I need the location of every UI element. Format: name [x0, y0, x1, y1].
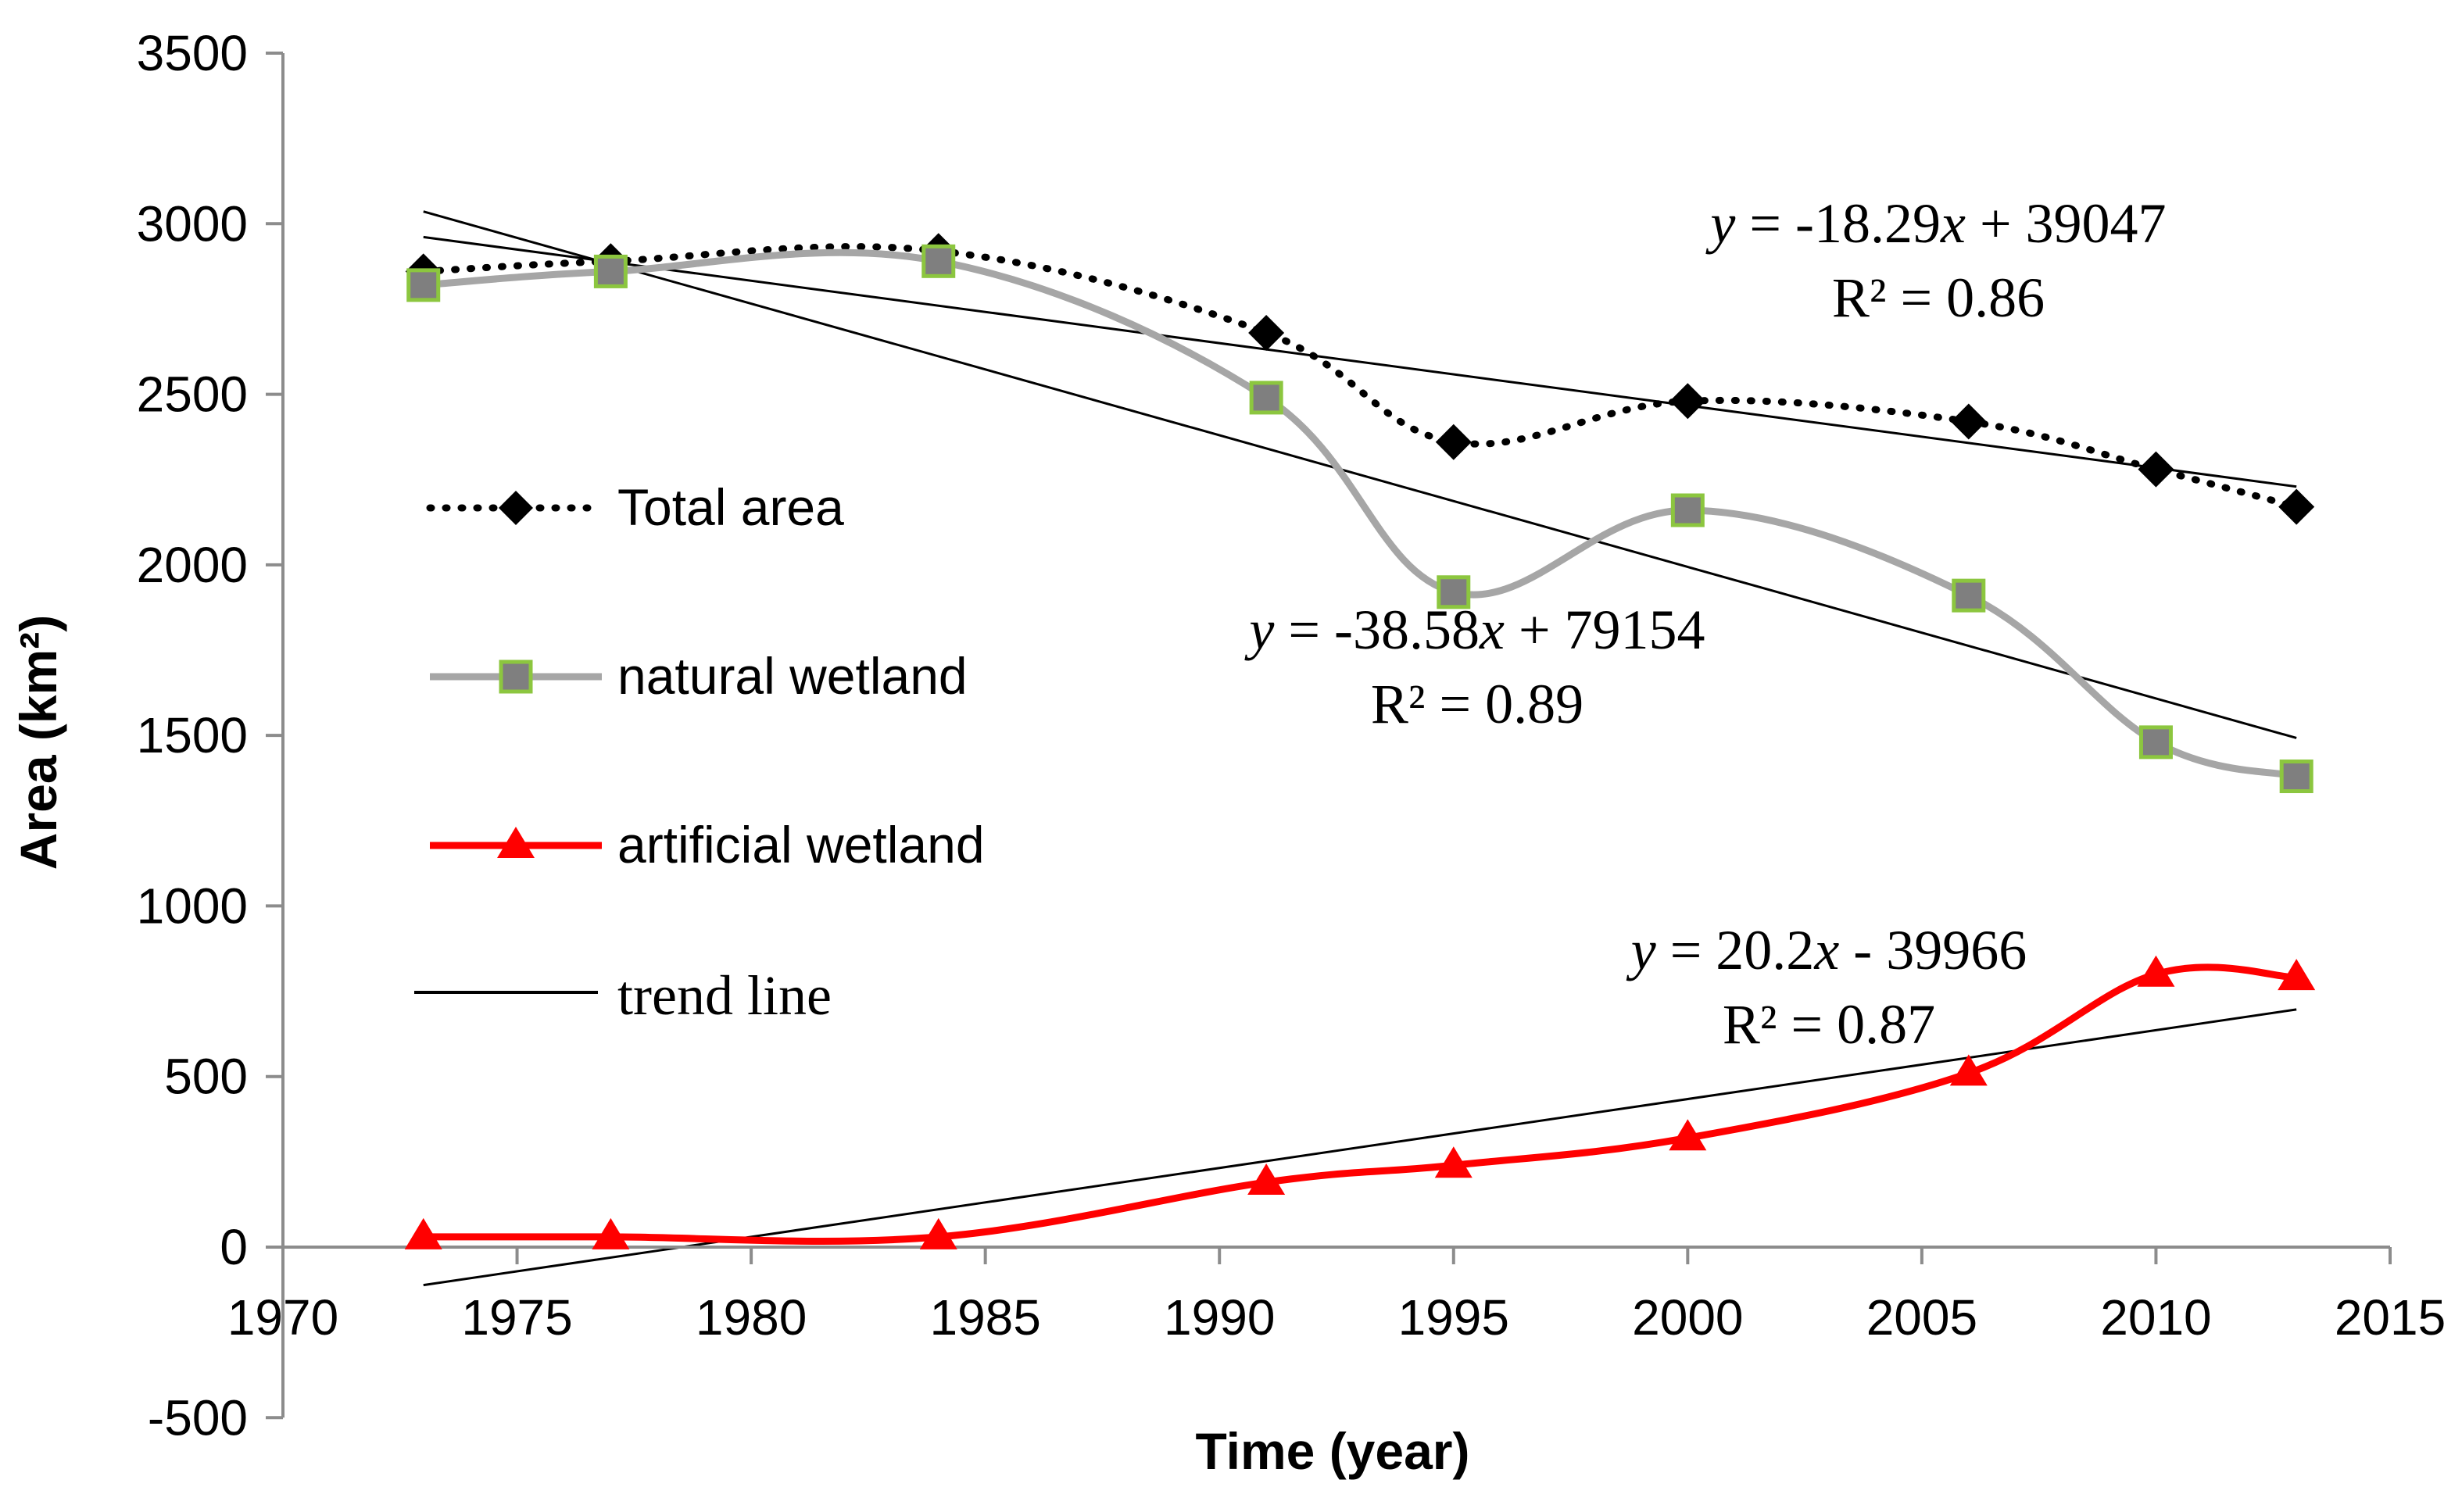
series-artificial-wetland [404, 955, 2316, 1249]
x-tick-label: 1985 [929, 1289, 1040, 1346]
series-line-natural-wetland [423, 248, 2298, 780]
tick-labels: -500 0 500 1000 1500 2000 2500 3000 3500 1970 1975… [137, 25, 2446, 1446]
equation-text: y = 20.2x - 39966 [1626, 919, 2027, 981]
y-tick-label: 2000 [137, 537, 248, 593]
data-point-artificial-wetland [1949, 1054, 1988, 1086]
equation-text: y = -18.29x + 39047 [1705, 192, 2166, 255]
x-tick-label: 1970 [227, 1289, 338, 1346]
legend-item-trend-line: trend line [414, 964, 832, 1027]
data-point-total-area [1669, 383, 1706, 420]
x-tick-label: 1995 [1398, 1289, 1509, 1346]
legend-label-natural-wetland: natural wetland [617, 647, 968, 705]
data-point-artificial-wetland [2278, 959, 2316, 991]
equation-text: y = -38.58x + 79154 [1244, 599, 1705, 661]
y-tick-label: 2500 [137, 366, 248, 423]
data-point-artificial-wetland [919, 1217, 957, 1249]
x-tick-label: 2015 [2335, 1289, 2446, 1346]
trend-line-2 [423, 210, 2297, 739]
data-point-artificial-wetland [1434, 1146, 1473, 1178]
equation-natural-wetland: y = -38.58x + 79154 R² = 0.89 [1244, 599, 1705, 735]
y-tick-label: 0 [220, 1219, 248, 1275]
data-point-artificial-wetland [1247, 1163, 1286, 1196]
data-point-artificial-wetland [592, 1217, 630, 1249]
legend-item-artificial-wetland: artificial wetland [430, 816, 985, 874]
legend-marker-square [499, 659, 533, 694]
legend-item-total-area: Total area [426, 478, 844, 536]
data-point-total-area [1950, 403, 1987, 440]
trend-lines [423, 210, 2297, 1287]
data-point-total-area [2138, 451, 2174, 488]
series-line-artificial-wetland [423, 963, 2297, 1245]
axes [266, 52, 2392, 1420]
r-squared-text: R² = 0.86 [1832, 266, 2045, 329]
data-point-natural-wetland [2138, 725, 2173, 760]
x-tick-label: 1990 [1164, 1289, 1275, 1346]
x-tick-label: 2000 [1632, 1289, 1743, 1346]
data-point-artificial-wetland [404, 1217, 442, 1249]
y-tick-label: 500 [164, 1049, 248, 1105]
equation-total-area: y = -18.29x + 39047 R² = 0.86 [1705, 192, 2166, 329]
x-axis-title: Time (year) [1196, 1422, 1470, 1480]
data-point-total-area [1248, 314, 1285, 351]
data-point-natural-wetland [1670, 493, 1705, 527]
series-natural-wetland [406, 244, 2313, 794]
x-tick-label: 1980 [696, 1289, 807, 1346]
x-tick-label: 2005 [1866, 1289, 1977, 1346]
data-point-natural-wetland [593, 254, 628, 288]
x-tick-label: 2010 [2100, 1289, 2211, 1346]
legend-marker-diamond [499, 491, 533, 525]
legend-item-natural-wetland: natural wetland [430, 647, 968, 705]
y-tick-label: 3500 [137, 25, 248, 81]
y-tick-label: 1500 [137, 707, 248, 763]
data-point-natural-wetland [406, 268, 441, 302]
legend-label-artificial-wetland: artificial wetland [617, 816, 985, 874]
legend-label-trend-line: trend line [617, 964, 832, 1027]
legend: Total area natural wetland artificial we… [414, 478, 985, 1027]
data-point-total-area [2278, 488, 2315, 525]
x-tick-label: 1975 [461, 1289, 572, 1346]
legend-marker-triangle [497, 827, 535, 858]
r-squared-text: R² = 0.87 [1723, 993, 1935, 1056]
data-point-natural-wetland [1437, 575, 1471, 609]
data-point-natural-wetland [1952, 578, 1986, 613]
data-point-natural-wetland [2279, 760, 2313, 794]
series-line-total-area [420, 243, 2300, 511]
data-point-natural-wetland [1249, 381, 1283, 415]
y-tick-label: 1000 [137, 878, 248, 934]
data-point-total-area [1435, 424, 1472, 460]
trend-line-1 [423, 235, 2297, 488]
series [404, 233, 2316, 1249]
data-point-natural-wetland [921, 244, 956, 278]
r-squared-text: R² = 0.89 [1371, 673, 1583, 735]
equation-artificial-wetland: y = 20.2x - 39966 R² = 0.87 [1626, 919, 2027, 1056]
y-tick-label: 3000 [137, 195, 248, 252]
y-tick-label: -500 [148, 1389, 248, 1446]
data-point-artificial-wetland [1669, 1119, 1707, 1151]
y-axis-title: Area (km²) [9, 615, 67, 870]
legend-label-total-area: Total area [617, 478, 844, 536]
data-point-artificial-wetland [2137, 955, 2175, 987]
